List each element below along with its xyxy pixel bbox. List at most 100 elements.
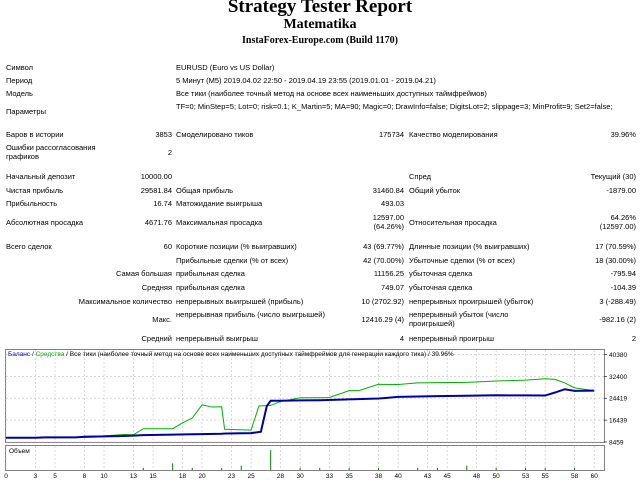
x-tick-label: 45 [444,473,452,480]
average-loss-label: убыточная сделка [409,283,473,292]
quality-value: 39.96% [610,130,636,139]
net-profit-value: 29581.84 [140,186,172,195]
legend-equity: Средства [36,351,65,358]
abs-drawdown-value: 4671.76 [144,218,172,227]
x-tick-label: 10 [100,473,108,480]
y-tick-label: 24419 [609,396,627,403]
x-tick-label: 40 [395,473,403,480]
legend-description: / Все тики (наиболее точный метод на осн… [64,350,453,358]
average-profit-label: прибыльная сделка [176,283,245,292]
x-tick-label: 13 [130,473,138,480]
max-consec-loss-label: непрерывный убыток (число проигрышей) [409,310,509,328]
model-label: Модель [6,89,33,98]
rel-drawdown-label: Относительная просадка [409,218,497,227]
x-tick-label: 53 [522,473,530,480]
x-tick-label: 20 [198,473,206,480]
ticks-label: Смоделировано тиков [176,130,254,139]
volume-bars [142,450,576,470]
x-tick-label: 43 [424,473,432,480]
quality-label: Качество моделирования [409,130,498,139]
report-title: Strategy Tester Report [227,0,413,17]
x-tick-label: 3 [34,473,38,480]
loss-trades-value: 18 (30.00%) [595,256,636,265]
x-tick-label: 50 [493,473,501,480]
x-tick-label: 5 [53,473,57,480]
avg-consec-wins-label: непрерывный выигрыш [176,334,258,343]
max-drawdown-label: Максимальная просадка [176,218,263,227]
x-tick-label: 30 [296,473,304,480]
broker-build: InstaForex-Europe.com (Build 1170) [241,35,399,46]
gross-loss-value: -1879.00 [606,186,636,195]
gross-profit-label: Общая прибыль [176,186,234,195]
volume-label: Объем [9,447,30,455]
x-tick-label: 0 [4,473,8,480]
max-consec-wins-value: 10 (2702.92) [361,297,404,306]
avg-consec-losses-label: непрерывный проигрыш [409,334,494,343]
x-tick-label: 33 [326,473,334,480]
x-tick-label: 35 [345,473,353,480]
x-tick-label: 23 [228,473,236,480]
deposit-value: 10000.00 [140,172,172,181]
volume-frame [5,445,605,471]
avg-consec-losses-value: 2 [631,334,636,343]
x-tick-label: 60 [591,473,599,480]
profit-trades-value: 42 (70.00%) [363,256,404,265]
profit-factor-label: Прибыльность [6,199,58,208]
rel-drawdown-value: 64.26% [610,213,636,222]
x-tick-label: 28 [277,473,285,480]
expected-payoff-label: Матожидание выигрыша [176,199,263,208]
params-label: Параметры [6,107,46,116]
largest-profit-label: прибыльная сделка [176,269,245,278]
spread-value: Текущий (30) [590,172,636,181]
average-label: Средняя [141,283,172,292]
deposit-label: Начальный депозит [6,172,76,181]
errors-value: 2 [167,148,172,157]
long-positions-value: 17 (70.59%) [595,242,636,251]
profit-factor-value: 16.74 [153,199,172,208]
x-tick-label: 18 [179,473,187,480]
bars-value: 3853 [155,130,172,139]
max-consec-losses-value: 3 (-288.49) [599,297,636,306]
period-value: 5 Минут (M5) 2019.04.02 22:50 - 2019.04.… [176,76,436,85]
params-value: TF=0; MinStep=5; Lot=0; risk=0.1; K_Mart… [176,102,613,111]
y-tick-label: 40380 [609,352,627,359]
y-tick-label: 16439 [609,418,627,425]
abs-drawdown-label: Абсолютная просадка [6,218,84,227]
gross-profit-value: 31460.84 [372,186,404,195]
largest-profit-value: 11156.25 [373,269,404,278]
largest-loss-value: -795.94 [610,269,636,278]
max-consec-profit-label: непрерывная прибыль (число выигрышей) [176,310,325,319]
max-consec-loss-value: -982.16 (2) [599,315,636,324]
largest-loss-label: убыточная сделка [409,269,473,278]
x-tick-label: 8 [83,473,87,480]
average-loss-value: -104.39 [610,283,636,292]
short-positions-value: 43 (69.77%) [363,242,404,251]
spread-label: Спред [409,172,432,181]
equity-line [6,378,595,439]
max-count-label: Максимальное количество [78,297,172,306]
total-trades-label: Всего сделок [6,242,52,251]
balance-chart: Баланс / Средства / Все тики (наиболее т… [0,349,640,480]
max-label: Макс. [152,315,172,324]
average-profit-value: 749.07 [381,283,404,292]
avg-consec-label: Средний [141,334,173,343]
x-tick-label: 38 [375,473,383,480]
y-tick-label: 8459 [609,440,624,447]
y-tick-label: 32400 [609,374,627,381]
bars-label: Баров в истории [6,130,64,139]
symbol-label: Символ [6,63,34,72]
net-profit-label: Чистая прибыль [6,186,63,195]
loss-trades-label: Убыточные сделки (% от всех) [409,256,515,265]
symbol-value: EURUSD (Euro vs US Dollar) [176,63,275,72]
period-label: Период [6,76,33,85]
legend-separator: / [30,351,35,358]
total-trades-value: 60 [163,242,172,251]
balance-line [6,388,595,439]
gross-loss-label: Общий убыток [409,186,461,195]
max-consec-profit-value: 12416.29 (4) [361,315,404,324]
short-positions-label: Короткие позиции (% выигравших) [176,242,297,251]
avg-consec-wins-value: 4 [399,334,404,343]
legend-balance: Баланс [8,351,31,358]
ticks-value: 175734 [378,130,404,139]
x-tick-label: 25 [247,473,255,480]
